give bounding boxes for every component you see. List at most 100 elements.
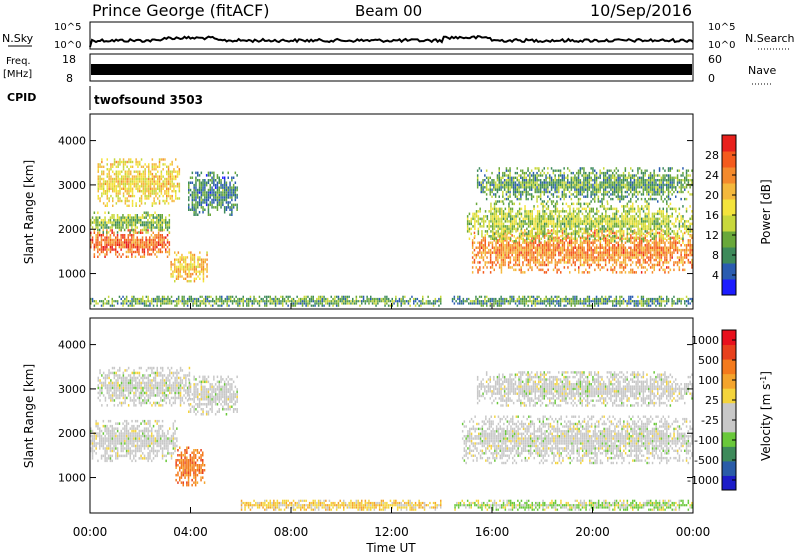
data-cell xyxy=(603,227,605,231)
data-cell xyxy=(204,304,207,307)
data-cell xyxy=(479,246,481,249)
data-cell xyxy=(678,220,681,223)
data-cell xyxy=(200,265,203,269)
data-cell xyxy=(119,177,121,181)
data-cell xyxy=(583,227,585,231)
data-cell xyxy=(658,225,661,228)
data-cell xyxy=(167,300,169,303)
data-cell xyxy=(518,239,521,242)
data-cell xyxy=(633,253,636,257)
data-cell xyxy=(109,250,112,254)
data-cell xyxy=(109,236,112,239)
data-cell xyxy=(377,300,379,303)
data-cell xyxy=(569,261,571,264)
data-cell xyxy=(139,204,141,207)
data-cell xyxy=(601,225,603,228)
data-cell xyxy=(213,174,215,177)
data-cell xyxy=(395,297,397,301)
data-cell xyxy=(547,176,549,179)
data-cell xyxy=(171,199,173,203)
data-cell xyxy=(95,226,97,229)
data-cell xyxy=(539,193,542,196)
data-cell xyxy=(149,170,152,173)
data-cell xyxy=(483,215,485,218)
data-cell xyxy=(205,191,208,194)
data-cell xyxy=(494,193,497,196)
data-cell xyxy=(189,176,192,179)
data-cell xyxy=(466,227,469,231)
data-cell xyxy=(495,258,497,262)
data-cell xyxy=(199,263,201,266)
data-cell xyxy=(126,204,128,207)
data-cell xyxy=(167,170,170,173)
data-cell xyxy=(572,248,575,252)
data-cell xyxy=(610,241,612,244)
data-cell xyxy=(482,248,485,252)
data-cell xyxy=(534,251,537,254)
data-cell xyxy=(533,246,535,249)
data-cell xyxy=(691,234,693,237)
data-cell xyxy=(590,229,592,232)
data-cell xyxy=(556,263,558,267)
data-cell xyxy=(236,174,238,177)
data-cell xyxy=(595,263,598,267)
data-cell xyxy=(569,271,571,274)
data-cell xyxy=(179,265,181,269)
data-cell xyxy=(159,250,162,254)
data-cell xyxy=(662,261,664,264)
data-cell xyxy=(434,300,437,303)
data-cell xyxy=(130,182,132,186)
data-cell xyxy=(648,220,650,223)
data-cell xyxy=(477,215,480,218)
data-cell xyxy=(642,210,645,213)
data-cell xyxy=(209,174,211,177)
data-cell xyxy=(476,169,479,172)
data-cell xyxy=(479,268,481,272)
data-cell xyxy=(153,192,155,195)
data-cell xyxy=(520,212,523,216)
data-cell xyxy=(529,241,531,244)
data-cell xyxy=(242,302,244,305)
data-cell xyxy=(621,251,623,254)
data-cell xyxy=(147,238,149,242)
data-cell xyxy=(527,190,529,194)
data-cell xyxy=(608,261,610,264)
data-cell xyxy=(122,163,125,166)
data-cell xyxy=(529,210,532,213)
data-cell xyxy=(108,190,110,193)
data-cell xyxy=(576,232,578,236)
data-cell xyxy=(484,179,486,182)
data-cell xyxy=(513,263,515,267)
data-cell xyxy=(664,244,666,247)
data-cell xyxy=(594,231,596,235)
data-cell xyxy=(483,225,485,228)
data-cell xyxy=(549,256,551,259)
data-cell xyxy=(540,248,542,252)
data-cell xyxy=(632,210,634,213)
data-cell xyxy=(234,171,237,175)
data-cell xyxy=(675,232,677,236)
data-cell xyxy=(689,253,691,257)
data-cell xyxy=(353,300,356,303)
data-cell xyxy=(175,192,177,195)
data-cell xyxy=(599,227,602,231)
data-cell xyxy=(216,208,219,211)
data-cell xyxy=(489,190,491,194)
data-cell xyxy=(536,222,539,226)
data-cell xyxy=(137,185,139,188)
data-cell xyxy=(572,256,575,259)
data-cell xyxy=(601,222,603,226)
data-cell xyxy=(667,234,670,237)
data-cell xyxy=(592,251,594,254)
data-cell xyxy=(285,300,288,303)
data-cell xyxy=(131,223,133,227)
data-cell xyxy=(134,214,137,217)
noise-left-tick-bottom: 10^0 xyxy=(54,40,81,51)
data-cell xyxy=(213,302,216,305)
data-cell xyxy=(141,255,144,258)
data-cell xyxy=(160,158,163,161)
data-cell xyxy=(188,181,190,184)
data-cell xyxy=(570,246,573,249)
data-cell xyxy=(536,212,539,216)
data-cell xyxy=(223,176,226,179)
